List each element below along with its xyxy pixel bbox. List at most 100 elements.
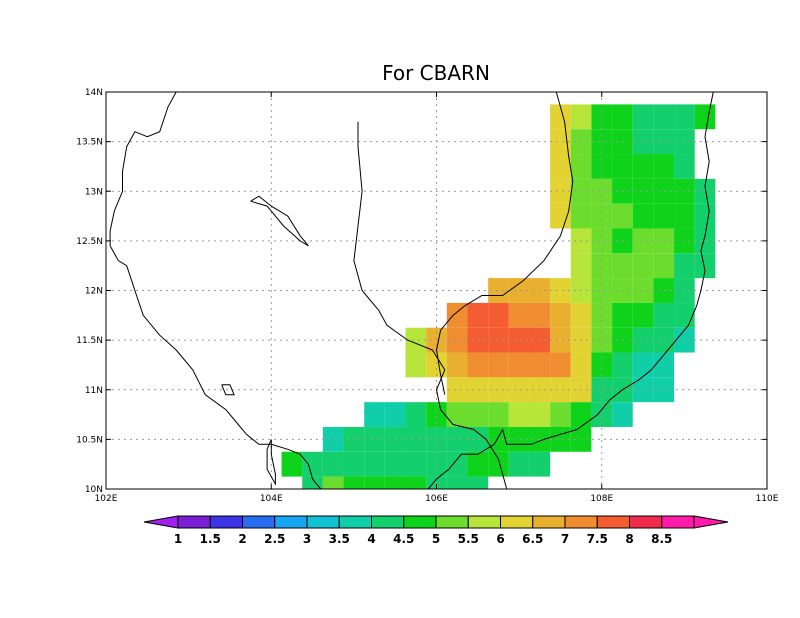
x-tick-label: 110E [756,494,779,504]
heatmap-cell [674,129,695,155]
heatmap-cell [653,178,675,204]
map-title: For CBARN [382,61,490,85]
y-tick-label: 14N [85,88,103,98]
heatmap-cell [632,302,654,328]
heatmap-cell [488,302,509,328]
colorbar: 1 1.5 2 2.5 3 3.5 4 4.5 5 5.5 6 6.5 7 7.5 8 8.5 [143,515,729,546]
colorbar-low-arrow [143,515,179,529]
x-tick-label: 102E [95,494,118,504]
heatmap-cell [632,129,654,155]
colorbar-swatch [532,515,566,529]
colorbar-label: 3 [303,532,311,546]
heatmap-cell [364,426,385,452]
y-tick-label: 13N [85,187,103,197]
y-tick-label: 11.5N [76,336,103,346]
heatmap-cell [529,302,551,328]
coastline-path [353,121,508,490]
heatmap-cell [405,451,427,477]
heatmap-cell [343,451,365,477]
heatmap-cell [405,402,427,427]
y-tick-label: 10N [85,485,103,495]
heatmap-cell [405,352,427,378]
colorbar-label: 4 [367,532,375,546]
colorbar-swatch [274,515,308,529]
heatmap-cell [488,402,509,427]
colorbar-label: 2.5 [264,532,285,546]
heatmap-cell [653,278,675,303]
heatmap-cell [653,154,675,179]
heatmap-cell [653,327,675,353]
heatmap-cell [550,178,571,204]
heatmap-cell [550,402,571,427]
axis-ticks: 102E 104E 106E 108E 110E 10N 10.5N 11N 11.5N 12N 1… [76,88,779,504]
y-tick-label: 10.5N [76,435,103,445]
colorbar-label: 6.5 [522,532,543,546]
heatmap-cell [550,377,571,403]
heatmap-cell [653,104,675,130]
heatmap-cell [446,426,468,452]
colorbar-swatch [435,515,469,529]
heatmap-cell [570,402,592,427]
heatmap-cell [570,253,592,279]
heatmap-cell [508,451,530,477]
coastline-path [250,195,309,247]
coastline-path [266,439,276,486]
heatmap-cell [488,451,509,477]
heatmap-cell [446,302,468,328]
colorbar-swatch [629,515,663,529]
heatmap-cell [488,278,509,303]
heatmap-cell [508,426,530,452]
heatmap-cell [570,154,592,179]
heatmap-cell [570,302,592,328]
heatmap-cell [384,402,406,427]
heatmap-cell [632,352,654,378]
heatmap-cell [653,377,675,403]
heatmap-cell [632,203,654,229]
heatmap-cell [612,302,633,328]
heatmap-cell [550,352,571,378]
heatmap-cell [550,278,571,303]
heatmap-cell [302,451,323,477]
colorbar-swatch [338,515,372,529]
colorbar-label: 1 [174,532,182,546]
heatmap-cell [529,402,551,427]
colorbar-swatch [209,515,243,529]
heatmap-cell [612,154,633,179]
colorbar-swatch [242,515,276,529]
heatmap-cell [612,104,633,130]
heatmap-cell [426,402,447,427]
heatmap-cell [591,253,613,279]
heatmap-cell [322,476,344,489]
heatmap-cell [488,327,509,353]
heatmap-cell [550,203,571,229]
heatmap-cell [405,327,427,353]
heatmap-cell [632,104,654,130]
colorbar-swatch [403,515,437,529]
colorbar-label: 2 [238,532,246,546]
heatmap-cell [632,178,654,204]
colorbar-swatch [564,515,598,529]
heatmap-cell [550,302,571,328]
colorbar-label: 7 [561,532,569,546]
heatmap-cell [446,377,468,403]
colorbar-label: 7.5 [587,532,608,546]
heatmap-cell [508,278,530,303]
colorbar-swatch [371,515,405,529]
heatmap-cell [653,253,675,279]
colorbar-label: 6 [496,532,504,546]
heatmap-cell [674,278,695,303]
heatmap-cell [632,327,654,353]
heatmap-cell [653,352,675,378]
heatmap-cell [694,203,716,229]
x-tick-label: 104E [260,494,283,504]
colorbar-label: 1.5 [200,532,221,546]
heatmap-cell [550,104,571,130]
heatmap-cell [674,327,695,353]
heatmap-cell [653,228,675,254]
heatmap-cell [467,451,489,477]
heatmap-cell [467,302,489,328]
heatmap-cell [446,352,468,378]
heatmap-cell [550,129,571,155]
heatmap-cell [508,327,530,353]
coastline [109,91,714,490]
